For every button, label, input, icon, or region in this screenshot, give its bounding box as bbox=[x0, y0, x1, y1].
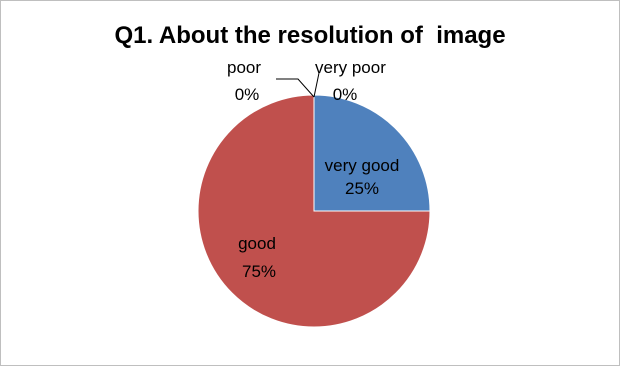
leader-lines bbox=[276, 72, 320, 98]
label-poor-name: poor bbox=[227, 58, 261, 77]
chart-title: Q1. About the resolution of image bbox=[114, 22, 506, 49]
label-very-poor-name: very poor bbox=[315, 58, 386, 77]
label-very-good-name: very good bbox=[325, 156, 400, 175]
pie-slices bbox=[197, 94, 431, 328]
pie-slice-good bbox=[197, 94, 431, 328]
data-labels: very poor 0% poor 0% very good 25% good … bbox=[227, 58, 399, 281]
leader-line-very-poor bbox=[313, 72, 320, 98]
leader-line-poor bbox=[276, 78, 315, 98]
pie-slice-very-good bbox=[313, 94, 431, 212]
label-poor-value: 0% bbox=[235, 85, 260, 104]
label-good-value: 75% bbox=[242, 262, 276, 281]
label-good-name: good bbox=[238, 234, 276, 253]
label-very-poor-value: 0% bbox=[333, 85, 358, 104]
label-very-good-value: 25% bbox=[345, 179, 379, 198]
